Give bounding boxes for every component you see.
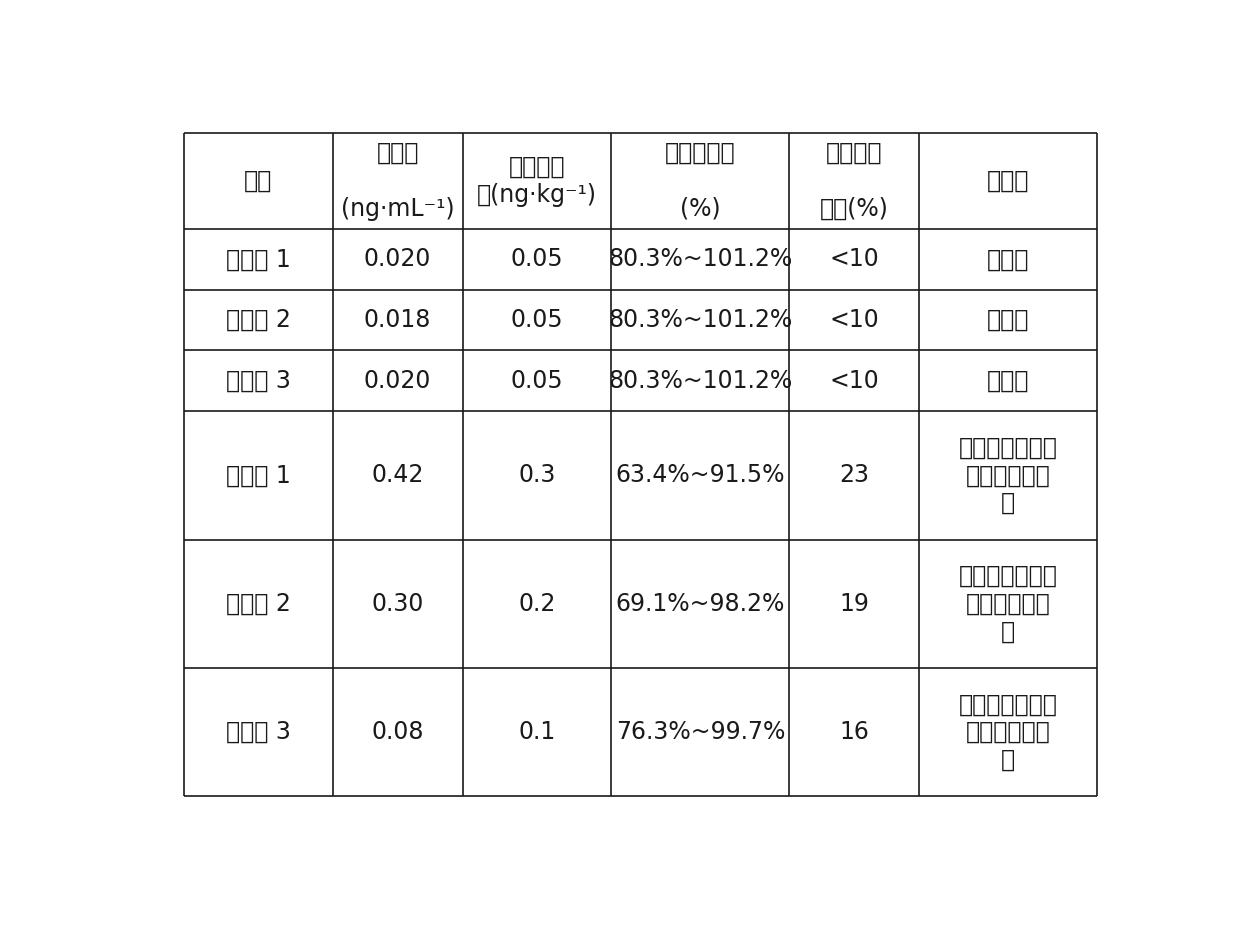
Text: 0.30: 0.30 [372, 591, 424, 616]
Text: 实施例 2: 实施例 2 [226, 308, 290, 332]
Text: 0.1: 0.1 [518, 720, 556, 744]
Text: 0.2: 0.2 [518, 591, 556, 616]
Text: 0.05: 0.05 [511, 248, 563, 272]
Text: 23: 23 [839, 464, 869, 488]
Text: 无变化: 无变化 [987, 369, 1029, 393]
Text: 灵敏度降低，批
间变异系数增
大: 灵敏度降低，批 间变异系数增 大 [959, 564, 1058, 643]
Text: 灵敏度

(ng·mL⁻¹): 灵敏度 (ng·mL⁻¹) [341, 141, 455, 221]
Text: 0.05: 0.05 [511, 308, 563, 332]
Text: 对比例 1: 对比例 1 [226, 464, 290, 488]
Text: 0.08: 0.08 [372, 720, 424, 744]
Text: 批间变异

系数(%): 批间变异 系数(%) [820, 141, 889, 221]
Text: 稳定性: 稳定性 [987, 169, 1029, 193]
Text: 80.3%~101.2%: 80.3%~101.2% [609, 248, 792, 272]
Text: 0.020: 0.020 [365, 369, 432, 393]
Text: 63.4%~91.5%: 63.4%~91.5% [615, 464, 785, 488]
Text: 添加回收率

(%): 添加回收率 (%) [665, 141, 735, 221]
Text: <10: <10 [830, 369, 879, 393]
Text: 0.018: 0.018 [365, 308, 432, 332]
Text: 16: 16 [839, 720, 869, 744]
Text: 灵敏度降低，批
间变异系数增
大: 灵敏度降低，批 间变异系数增 大 [959, 436, 1058, 515]
Text: <10: <10 [830, 308, 879, 332]
Text: 灵敏度降低，批
间变异系数增
大: 灵敏度降低，批 间变异系数增 大 [959, 692, 1058, 772]
Text: <10: <10 [830, 248, 879, 272]
Text: 对比例 3: 对比例 3 [226, 720, 290, 744]
Text: 80.3%~101.2%: 80.3%~101.2% [609, 369, 792, 393]
Text: 0.3: 0.3 [518, 464, 556, 488]
Text: 实施例 1: 实施例 1 [226, 248, 290, 272]
Text: 76.3%~99.7%: 76.3%~99.7% [616, 720, 785, 744]
Text: 0.05: 0.05 [511, 369, 563, 393]
Text: 无变化: 无变化 [987, 248, 1029, 272]
Text: 0.020: 0.020 [365, 248, 432, 272]
Text: 实施例 3: 实施例 3 [226, 369, 290, 393]
Text: 编号: 编号 [244, 169, 273, 193]
Text: 无变化: 无变化 [987, 308, 1029, 332]
Text: 19: 19 [839, 591, 869, 616]
Text: 对比例 2: 对比例 2 [226, 591, 290, 616]
Text: 80.3%~101.2%: 80.3%~101.2% [609, 308, 792, 332]
Text: 最低检测
限(ng·kg⁻¹): 最低检测 限(ng·kg⁻¹) [477, 155, 596, 207]
Text: 69.1%~98.2%: 69.1%~98.2% [616, 591, 785, 616]
Text: 0.42: 0.42 [372, 464, 424, 488]
